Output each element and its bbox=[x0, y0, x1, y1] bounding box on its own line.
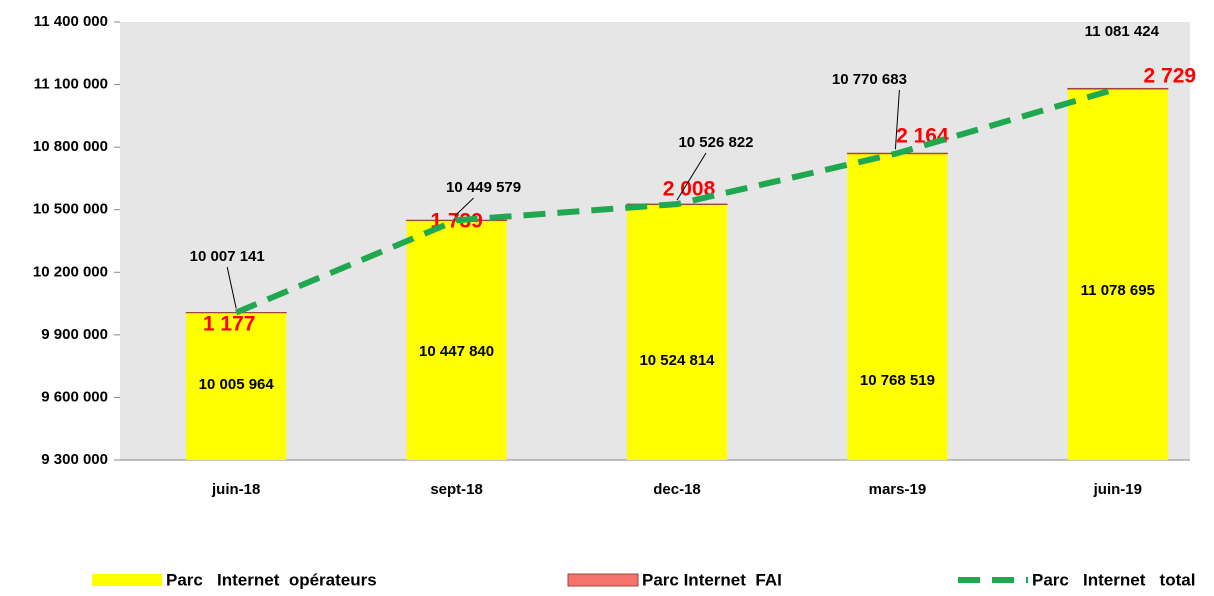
leader-line bbox=[226, 266, 237, 309]
bar-segment bbox=[847, 153, 948, 460]
y-tick-label: 9 300 000 bbox=[41, 451, 108, 468]
leader-line bbox=[894, 89, 900, 150]
fai-label: 2 164 bbox=[896, 125, 949, 148]
bar-label: 11 078 695 bbox=[1081, 282, 1155, 299]
legend-label: Parc Internet total bbox=[1032, 570, 1195, 589]
y-tick-label: 10 500 000 bbox=[33, 201, 108, 218]
y-tick-label: 11 100 000 bbox=[34, 76, 108, 93]
y-tick-label: 10 800 000 bbox=[33, 138, 108, 155]
legend-swatch bbox=[567, 573, 639, 587]
total-label: 11 081 424 bbox=[1085, 23, 1160, 40]
y-tick-label: 9 900 000 bbox=[41, 326, 108, 343]
total-label: 10 007 141 bbox=[190, 248, 265, 265]
x-tick-label: dec-18 bbox=[653, 481, 701, 498]
x-tick-label: mars-19 bbox=[869, 481, 927, 498]
leader-line bbox=[676, 152, 707, 201]
fai-label: 2 729 bbox=[1144, 65, 1197, 88]
legend-label: Parc Internet opérateurs bbox=[166, 570, 377, 589]
x-tick-label: juin-19 bbox=[1093, 481, 1142, 498]
legend-swatch bbox=[92, 574, 162, 586]
bar-label: 10 005 964 bbox=[199, 376, 275, 393]
bar-segment bbox=[186, 312, 287, 460]
total-label: 10 449 579 bbox=[446, 179, 521, 196]
y-tick-label: 9 600 000 bbox=[41, 388, 108, 405]
total-label: 10 526 822 bbox=[678, 134, 753, 151]
fai-label: 1 177 bbox=[203, 313, 256, 336]
legend-label: Parc Internet FAI bbox=[642, 570, 782, 589]
fai-label: 2 008 bbox=[663, 178, 716, 201]
bar-label: 10 524 814 bbox=[639, 352, 715, 369]
total-line bbox=[235, 85, 1119, 316]
bar-label: 10 447 840 bbox=[419, 343, 494, 360]
y-tick-label: 10 200 000 bbox=[33, 263, 108, 280]
bar-label: 10 768 519 bbox=[860, 372, 935, 389]
total-label: 10 770 683 bbox=[832, 71, 907, 88]
bar-segment bbox=[1067, 89, 1168, 460]
bar-segment bbox=[406, 220, 507, 460]
bar-segment bbox=[1067, 87, 1169, 90]
x-tick-label: sept-18 bbox=[430, 481, 483, 498]
leader-line bbox=[454, 197, 474, 217]
y-tick-label: 11 400 000 bbox=[34, 13, 108, 30]
bar-segment bbox=[627, 204, 727, 460]
x-tick-label: juin-18 bbox=[211, 481, 260, 498]
